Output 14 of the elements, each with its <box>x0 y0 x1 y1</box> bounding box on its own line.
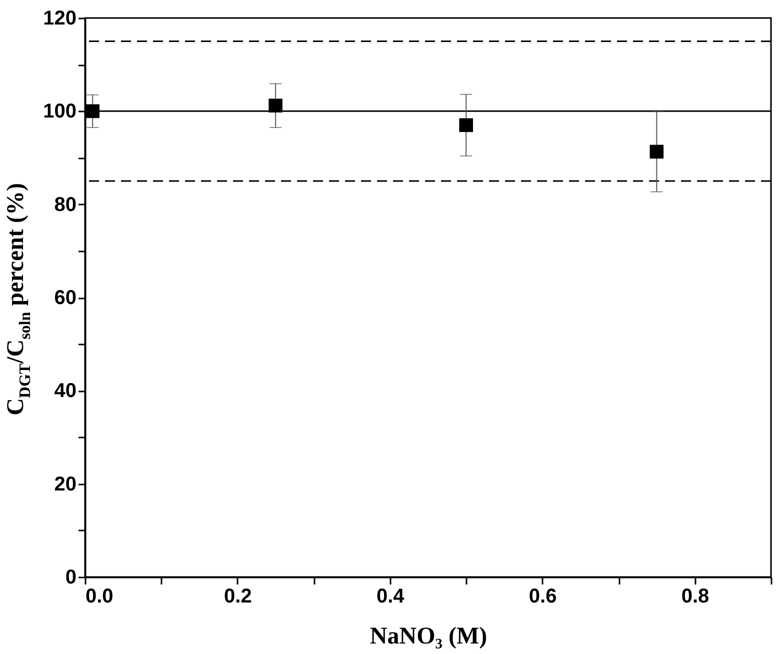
x-tick-label: 0.8 <box>681 586 710 608</box>
y-tick-label: 80 <box>54 194 76 216</box>
y-tick-label: 60 <box>54 287 76 309</box>
y-tick-label: 40 <box>54 380 76 402</box>
x-tick-label: 0.0 <box>86 586 114 608</box>
y-tick-label: 100 <box>43 100 76 123</box>
x-tick-label: 0.2 <box>224 586 252 608</box>
y-axis-title: CDGT/Csoln percent (%) <box>3 183 34 416</box>
x-tick-label: 0.6 <box>528 586 557 608</box>
y-tick-label: 0 <box>65 566 76 588</box>
x-tick-label: 0.4 <box>376 586 406 608</box>
y-tick-label: 120 <box>43 8 76 30</box>
y-tick-label: 20 <box>54 473 76 496</box>
x-axis-title: NaNO₃ (M) <box>370 624 488 650</box>
